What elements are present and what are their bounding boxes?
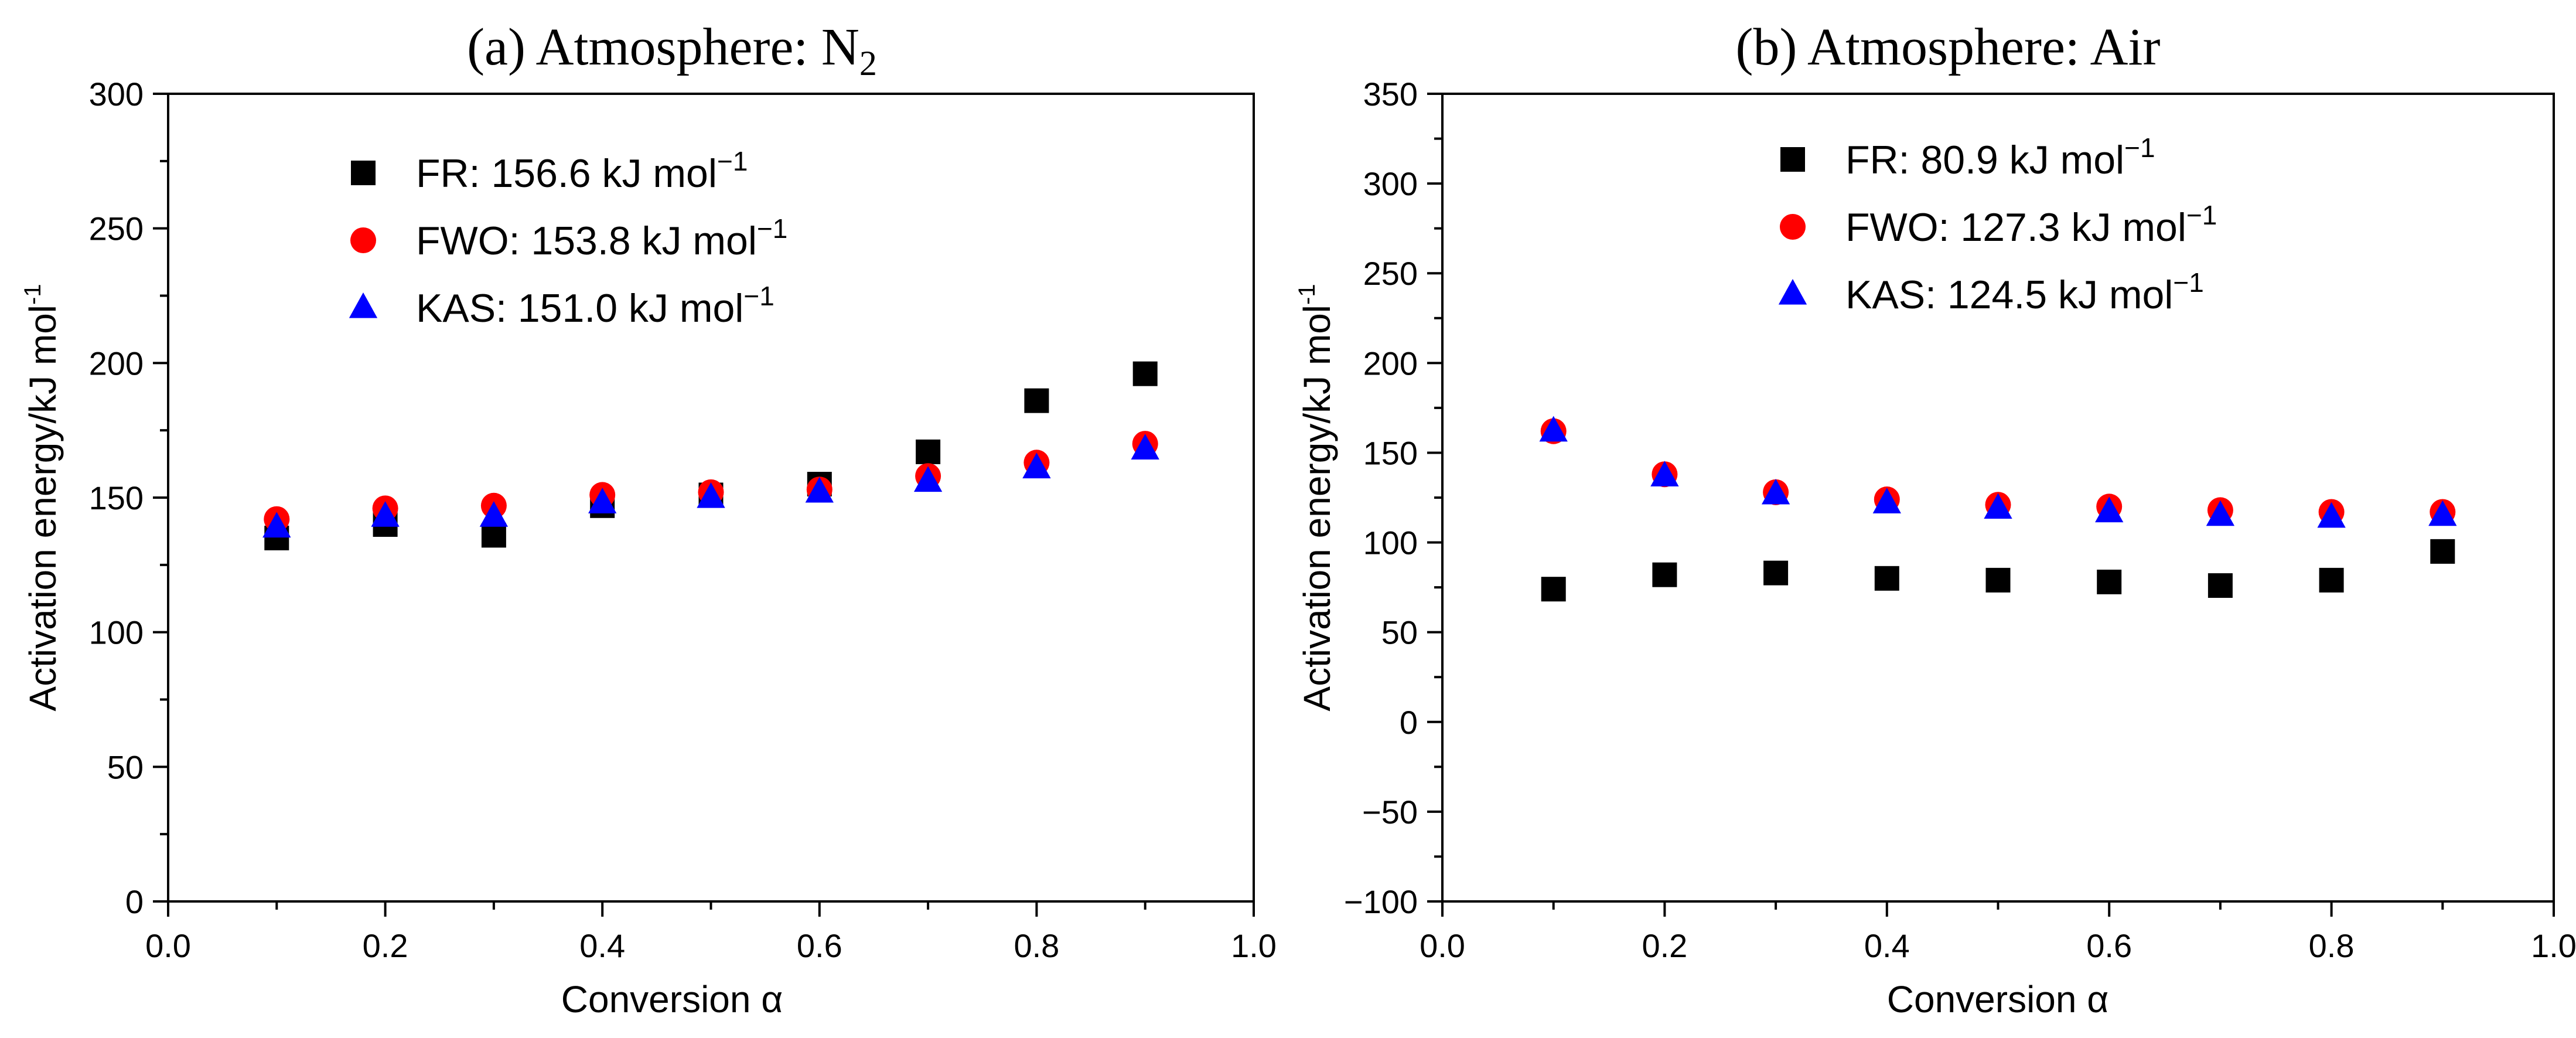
x-tick-label: 0.4 — [579, 927, 625, 964]
point-fr — [1024, 388, 1049, 413]
y-tick-label: −50 — [1362, 794, 1418, 831]
panel-b: (b) Atmosphere: Air Conversion α Activat… — [1294, 18, 2576, 1020]
point-kas — [1984, 493, 2012, 519]
x-tick-label: 0.2 — [1642, 927, 1687, 964]
point-fr — [2430, 539, 2455, 564]
x-tick-label: 1.0 — [1231, 927, 1277, 964]
panel-b-points — [1539, 416, 2457, 602]
y-tick-label: 100 — [1363, 525, 1418, 561]
point-kas — [2428, 500, 2457, 526]
point-fr — [1874, 566, 1899, 591]
point-fr — [1132, 361, 1158, 386]
y-tick-label: 100 — [89, 614, 144, 651]
legend-marker-fwo — [350, 227, 376, 253]
point-kas — [1539, 416, 1568, 442]
point-kas — [2095, 496, 2124, 523]
panel-a-y-axis-title: Activation energy/kJ mol-1 — [20, 284, 64, 711]
legend-marker-fr — [351, 161, 376, 185]
legend-label-kas: KAS: 124.5 kJ mol−1 — [1845, 267, 2204, 317]
legend-marker-kas — [349, 292, 378, 318]
point-kas — [479, 501, 509, 527]
y-tick-label: 150 — [89, 479, 144, 516]
point-fr — [1763, 560, 1789, 586]
point-fr — [2319, 567, 2344, 593]
point-kas — [371, 501, 400, 527]
y-tick-label: 200 — [89, 345, 144, 382]
point-kas — [1022, 452, 1051, 479]
x-tick-label: 0.4 — [1864, 927, 1910, 964]
y-tick-label: 250 — [1363, 255, 1418, 292]
x-tick-label: 1.0 — [2531, 927, 2576, 964]
panel-b-legend: FR: 80.9 kJ mol−1 FWO: 127.3 kJ mol−1 KAS:… — [1778, 132, 2217, 317]
point-fr — [2207, 573, 2233, 598]
y-tick-label: 0 — [1400, 704, 1418, 741]
y-tick-label: 300 — [1363, 165, 1418, 202]
point-kas — [2206, 500, 2235, 526]
point-fr — [916, 439, 941, 464]
y-tick-label: 0 — [125, 883, 144, 920]
legend-label-fr: FR: 80.9 kJ mol−1 — [1845, 132, 2155, 182]
point-kas — [588, 488, 617, 513]
y-tick-label: 50 — [107, 748, 144, 785]
y-tick-label: 150 — [1363, 434, 1418, 471]
y-tick-label: 200 — [1363, 345, 1418, 382]
legend-label-kas: KAS: 151.0 kJ mol−1 — [416, 281, 774, 331]
legend-label-fwo: FWO: 153.8 kJ mol−1 — [416, 213, 787, 263]
point-fr — [2097, 569, 2122, 594]
legend-label-fr: FR: 156.6 kJ mol−1 — [416, 146, 748, 196]
panel-a-legend: FR: 156.6 kJ mol−1 FWO: 153.8 kJ mol−1 KAS… — [349, 146, 787, 331]
y-tick-label: 300 — [89, 76, 144, 113]
point-kas — [913, 466, 943, 492]
x-tick-label: 0.6 — [797, 927, 842, 964]
x-tick-label: 0.6 — [2086, 927, 2132, 964]
legend-marker-fwo — [1780, 214, 1806, 240]
panel-b-title: (b) Atmosphere: Air — [1736, 18, 2161, 76]
panel-b-x-axis-title: Conversion α — [1887, 978, 2109, 1020]
legend-marker-kas — [1778, 278, 1807, 305]
point-kas — [697, 482, 725, 508]
y-tick-label: 250 — [89, 210, 144, 247]
point-kas — [1131, 434, 1159, 460]
point-kas — [1650, 461, 1679, 486]
point-kas — [1872, 488, 1901, 513]
y-tick-label: −100 — [1344, 883, 1418, 920]
panel-a-x-axis-title: Conversion α — [561, 978, 783, 1020]
point-kas — [805, 477, 834, 503]
point-fr — [1652, 562, 1677, 587]
y-tick-label: 350 — [1363, 76, 1418, 113]
y-tick-label: 50 — [1381, 614, 1418, 651]
x-tick-label: 0.8 — [2309, 927, 2355, 964]
panel-a-ticks: 0.0 0.2 0.4 0.6 0.8 1.0 0 50 100 150 200 250 300 — [89, 76, 1277, 964]
panel-a: (a) Atmosphere: N2 Conversion α Activati… — [20, 18, 1277, 1020]
point-kas — [1761, 478, 1790, 505]
panel-b-y-axis-title: Activation energy/kJ mol-1 — [1294, 284, 1338, 711]
x-tick-label: 0.0 — [1420, 927, 1465, 964]
panel-b-ticks: 0.0 0.2 0.4 0.6 0.8 1.0 −100 −50 0 50 100 150 200 250… — [1344, 76, 2576, 964]
point-kas — [262, 512, 291, 538]
point-kas — [2317, 502, 2346, 528]
legend-label-fwo: FWO: 127.3 kJ mol−1 — [1845, 200, 2217, 250]
point-fr — [1985, 567, 2011, 593]
x-tick-label: 0.2 — [363, 927, 408, 964]
point-fr — [1541, 577, 1566, 602]
x-tick-label: 0.0 — [145, 927, 191, 964]
panel-a-points — [262, 361, 1159, 550]
point-fr — [481, 523, 506, 548]
x-tick-label: 0.8 — [1014, 927, 1059, 964]
legend-marker-fr — [1780, 147, 1805, 172]
panel-a-title: (a) Atmosphere: N2 — [467, 18, 877, 83]
